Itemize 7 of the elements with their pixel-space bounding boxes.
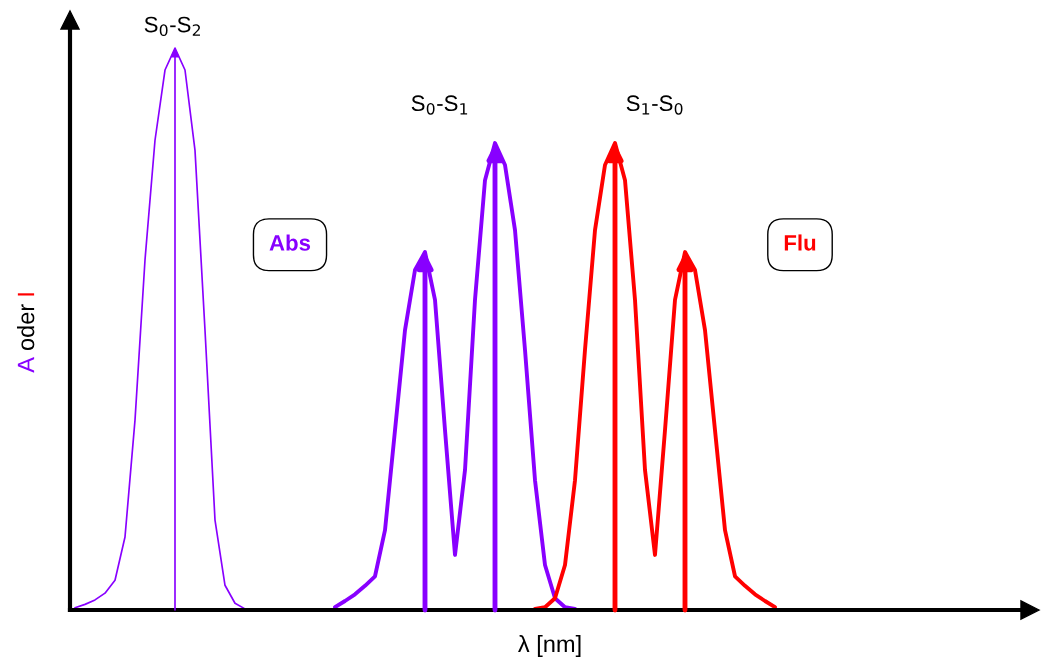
y-axis-title: A oder I	[17, 293, 35, 373]
text: S$_{0}$-S$_{2}$	[144, 16, 200, 37]
annotation: S$_{1}$-S$_{0}$	[626, 95, 683, 115]
annotation: Flu	[784, 234, 816, 251]
annotation: S$_{0}$-S$_{1}$	[411, 95, 468, 115]
x-axis-title: λ [nm]	[518, 635, 581, 658]
annotation: Abs	[269, 234, 311, 251]
